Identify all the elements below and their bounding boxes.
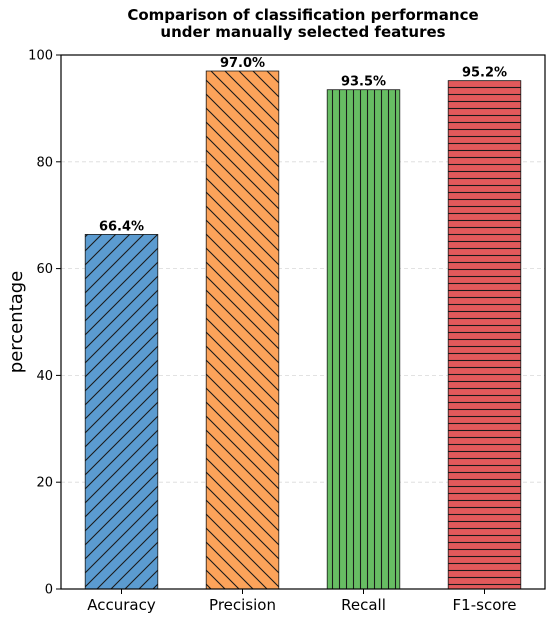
x-tick-label-accuracy: Accuracy	[87, 596, 156, 614]
y-axis: 0 20 40 60 80 100	[28, 49, 61, 598]
chart-title-line-1: Comparison of classification performance	[127, 6, 478, 24]
data-label-f1-score: 95.2%	[462, 66, 507, 81]
y-tick-label: 20	[36, 476, 53, 491]
x-tick-label-recall: Recall	[341, 596, 386, 614]
data-label-precision: 97.0%	[220, 56, 265, 71]
plot-frame	[60, 54, 546, 590]
x-axis: Accuracy Precision Recall F1-score	[87, 589, 516, 614]
y-tick-label: 60	[36, 262, 53, 277]
bars-group	[84, 70, 522, 590]
y-tick-label: 0	[45, 583, 53, 598]
y-axis-label: percentage	[6, 271, 27, 373]
data-label-accuracy: 66.4%	[99, 219, 144, 234]
data-label-recall: 93.5%	[341, 75, 386, 90]
y-tick-label: 40	[36, 369, 53, 384]
y-tick-label: 100	[28, 49, 53, 64]
y-tick-label: 80	[36, 155, 53, 170]
chart-title-line-2: under manually selected features	[160, 23, 445, 41]
x-tick-label-f1-score: F1-score	[453, 596, 517, 614]
data-labels-group: 66.4% 97.0% 93.5% 95.2%	[99, 56, 507, 234]
bar-hatch-accuracy	[84, 234, 159, 590]
x-tick-label-precision: Precision	[209, 596, 276, 614]
bar-hatch-f1-score	[447, 80, 522, 590]
bar-hatch-recall	[326, 89, 401, 590]
bar-hatch-precision	[205, 70, 280, 590]
